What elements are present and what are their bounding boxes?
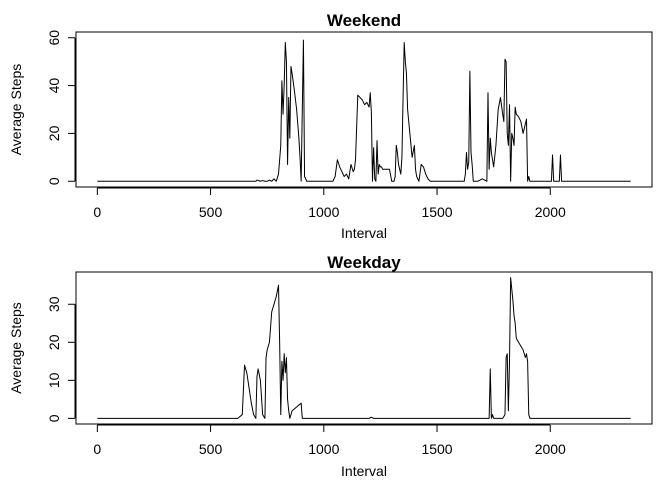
y-tick-label: 10 <box>46 372 62 388</box>
y-axis-label: Average Steps <box>8 302 24 394</box>
x-axis-label: Interval <box>341 463 387 479</box>
y-tick-label: 20 <box>46 125 62 141</box>
chart-panel-weekday: Weekday 0 500 1000 1500 2000 0 10 20 30 Interval Av… <box>8 253 653 479</box>
y-tick-label: 0 <box>46 177 62 185</box>
y-axis-label: Average Steps <box>8 64 24 156</box>
x-tick-label: 0 <box>93 204 101 220</box>
series-line <box>97 277 631 419</box>
x-tick-label: 500 <box>199 204 223 220</box>
x-tick-label: 1500 <box>421 441 452 457</box>
x-tick-label: 2000 <box>535 441 566 457</box>
x-tick-label: 1000 <box>308 204 339 220</box>
x-tick-label: 2000 <box>535 204 566 220</box>
y-tick-label: 0 <box>46 414 62 422</box>
y-tick-label: 20 <box>46 334 62 350</box>
y-tick-label: 30 <box>46 296 62 312</box>
y-tick-label: 40 <box>46 78 62 94</box>
x-axis-label: Interval <box>341 225 387 241</box>
chart-title: Weekend <box>327 11 401 30</box>
plot-frame <box>75 31 653 188</box>
chart-panel-weekend: Weekend 0 500 1000 1500 2000 0 20 40 60 Interval Av… <box>8 11 653 241</box>
x-tick-label: 1000 <box>308 441 339 457</box>
chart-title: Weekday <box>327 253 401 272</box>
x-tick-label: 500 <box>199 441 223 457</box>
series-line <box>97 39 631 182</box>
y-tick-label: 60 <box>46 30 62 46</box>
x-tick-label: 0 <box>93 441 101 457</box>
plot-frame <box>75 271 653 425</box>
x-tick-label: 1500 <box>421 204 452 220</box>
